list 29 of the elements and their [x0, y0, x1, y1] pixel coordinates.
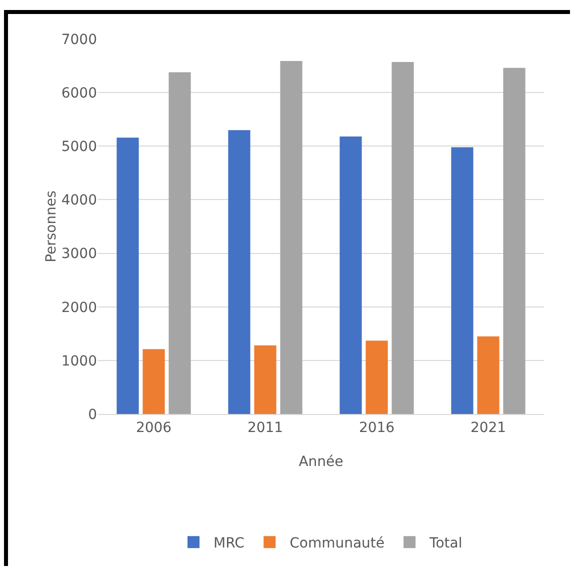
x-tick-label: 2006 [136, 420, 172, 436]
legend-label: Total [428, 536, 462, 552]
bar [228, 130, 250, 414]
x-tick-label: 2011 [247, 420, 284, 436]
bar [366, 340, 388, 414]
x-tick-label: 2016 [358, 420, 395, 436]
x-axis-title: Année [298, 454, 344, 470]
y-tick-label: 7000 [61, 32, 97, 48]
bar [254, 345, 276, 414]
legend-label: MRC [214, 536, 245, 552]
bar [142, 349, 165, 414]
x-tick-label: 2021 [470, 420, 506, 436]
y-tick-label: 2000 [61, 300, 97, 316]
y-tick-label: 6000 [61, 85, 97, 102]
y-axis-title: Personnes [43, 190, 60, 262]
bar [340, 136, 362, 414]
y-tick-label: 1000 [61, 353, 97, 370]
bar [477, 336, 500, 414]
bar [280, 60, 302, 414]
y-tick-label: 4000 [61, 192, 97, 209]
y-tick-label: 5000 [61, 139, 97, 156]
bar [116, 138, 139, 414]
y-tick-label: 0 [88, 406, 97, 423]
bar [451, 147, 474, 414]
legend-label: Communauté [290, 536, 385, 552]
bar [168, 72, 191, 414]
y-tick-label: 3000 [61, 246, 97, 262]
bar [392, 62, 414, 414]
bar [503, 68, 526, 414]
